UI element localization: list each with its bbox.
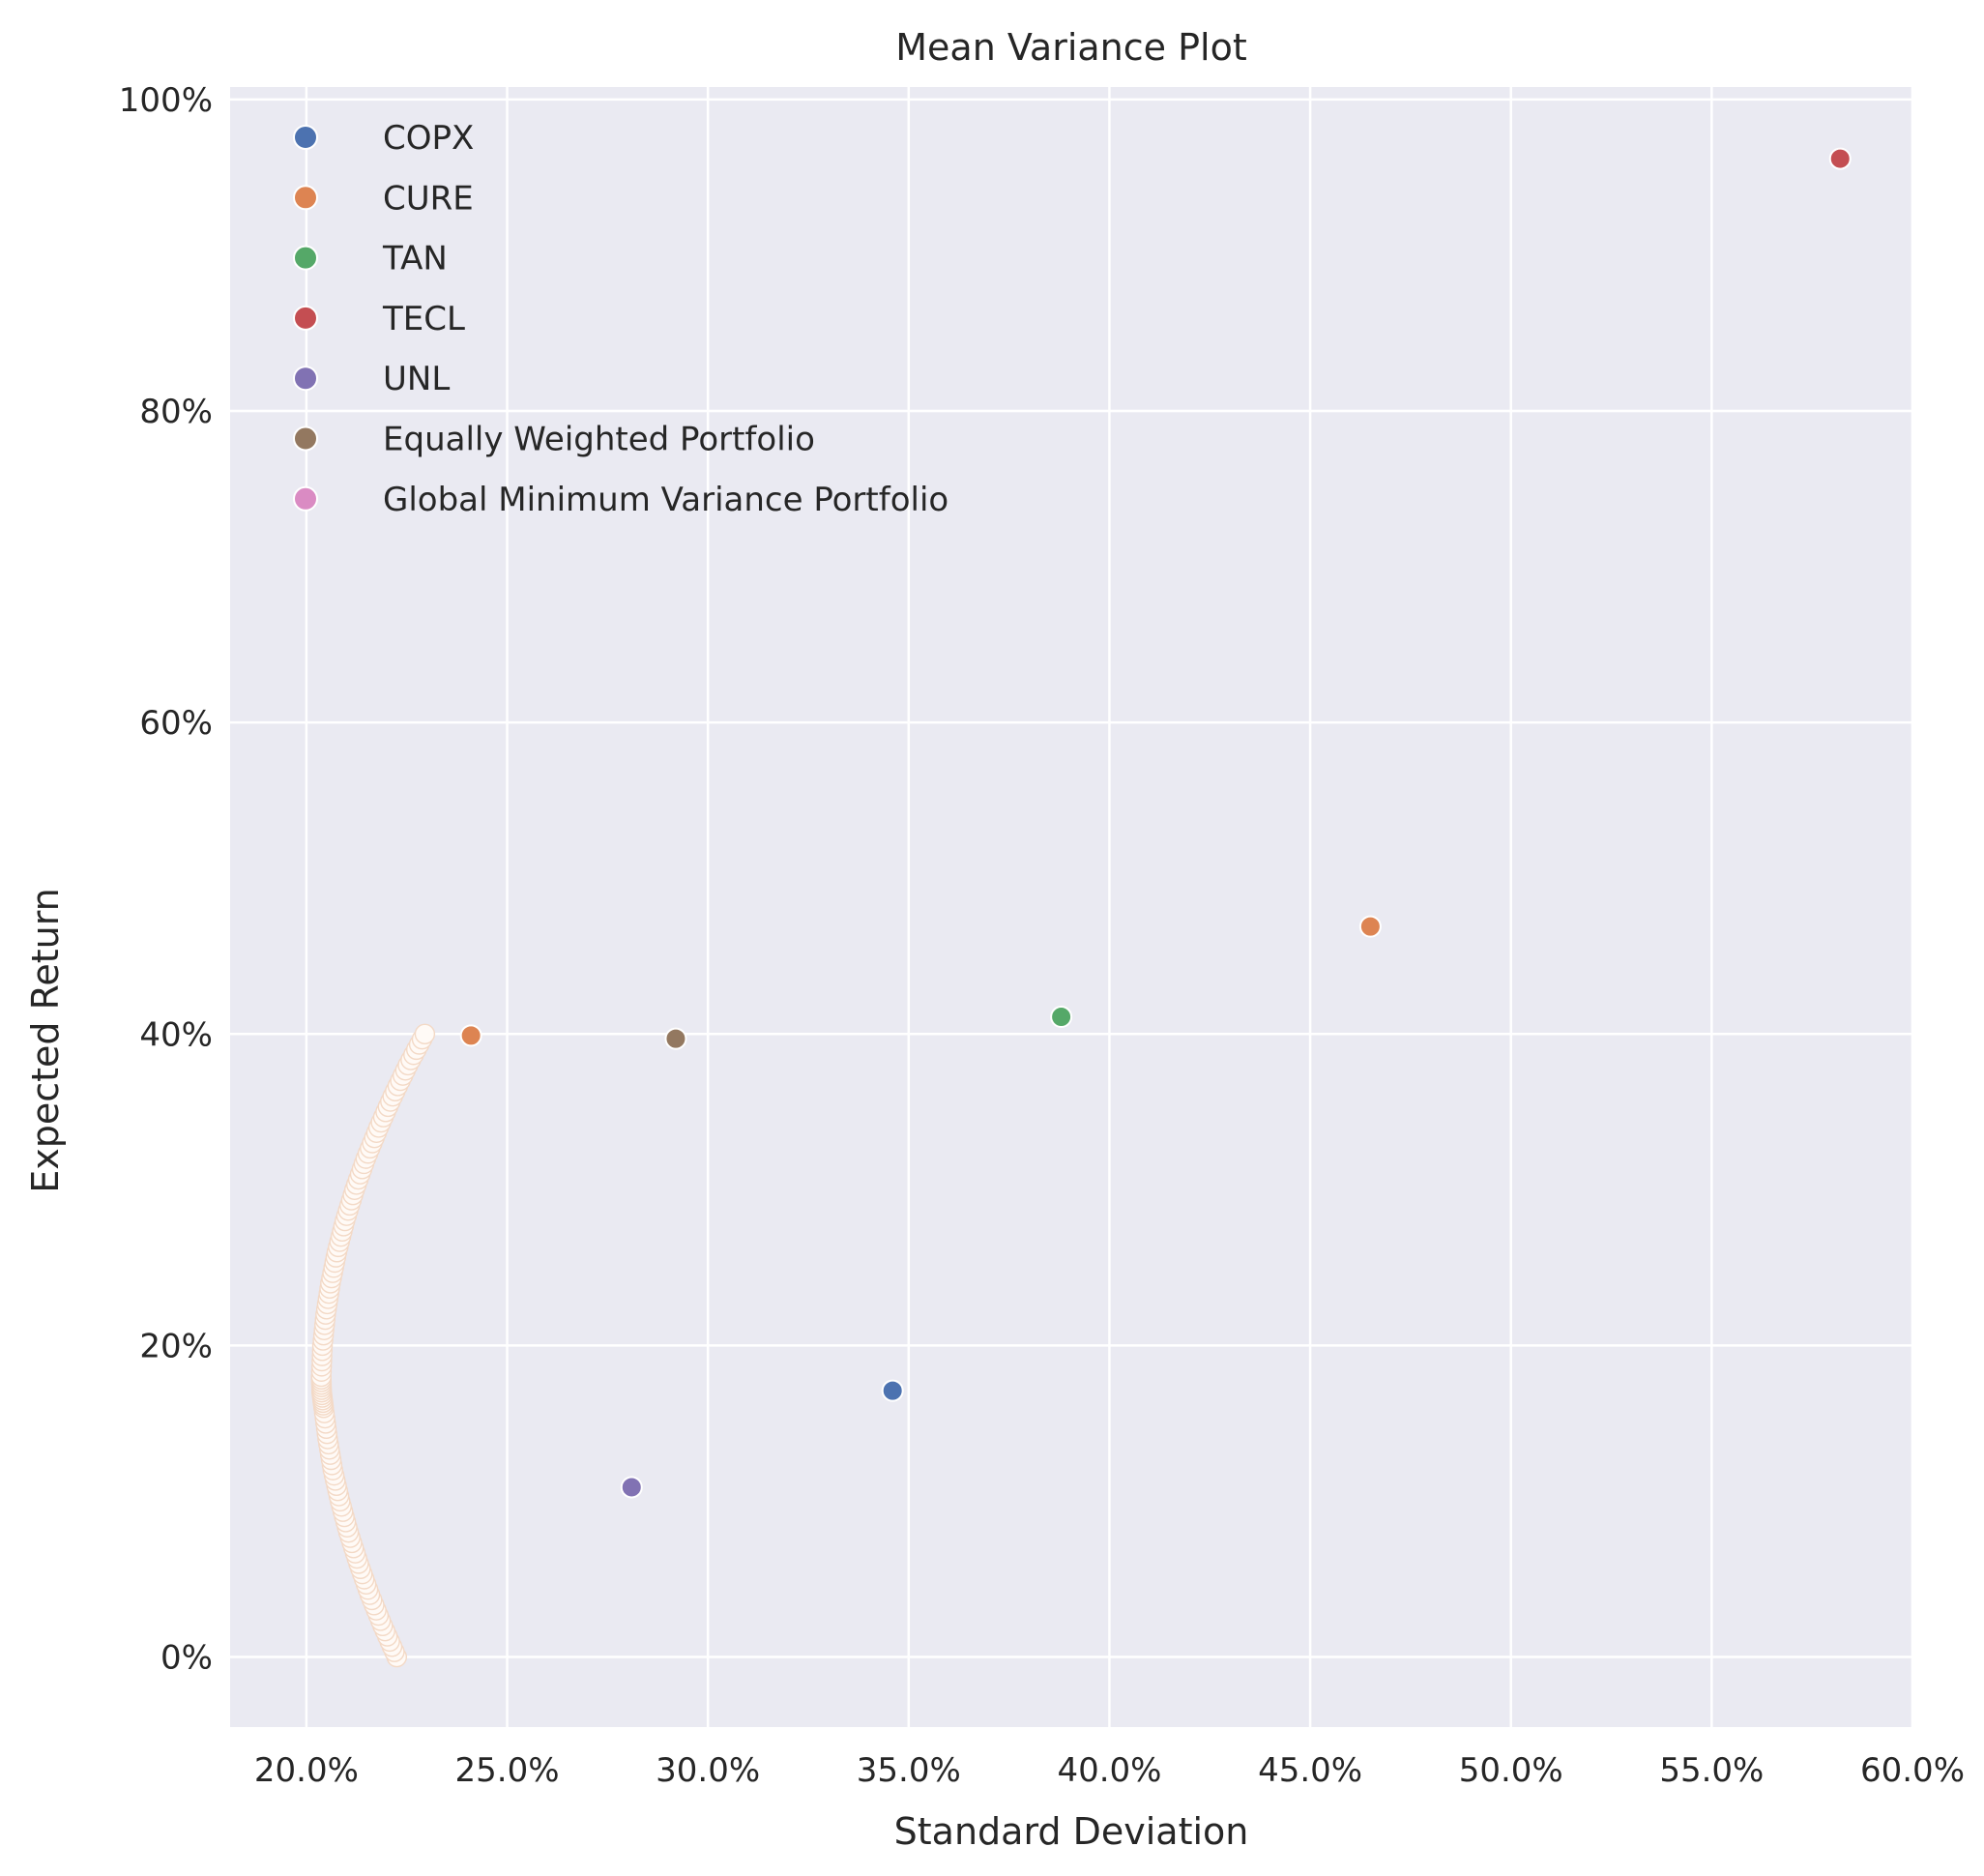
chart-title: Mean Variance Plot (895, 26, 1246, 69)
x-tick-label: 60.0% (1860, 1751, 1965, 1790)
x-tick-label: 50.0% (1459, 1751, 1563, 1790)
legend-label: CURE (383, 179, 474, 218)
frontier-point (414, 1023, 436, 1044)
efficient-frontier (310, 1023, 436, 1668)
y-tick-label: 100% (119, 81, 213, 120)
data-point (620, 1476, 643, 1499)
data-points (459, 147, 1852, 1499)
y-tick-label: 0% (160, 1639, 213, 1678)
x-tick-label: 25.0% (455, 1751, 560, 1790)
legend-marker (293, 366, 318, 392)
y-tick-label: 80% (139, 393, 213, 431)
x-tick-label: 45.0% (1258, 1751, 1362, 1790)
legend-label: Global Minimum Variance Portfolio (383, 481, 948, 519)
legend-label: UNL (383, 360, 450, 398)
x-tick-label: 55.0% (1659, 1751, 1764, 1790)
legend-marker (293, 305, 318, 331)
legend-marker (293, 245, 318, 271)
data-point (459, 1024, 482, 1047)
x-tick-label: 20.0% (254, 1751, 359, 1790)
x-tick-label: 40.0% (1057, 1751, 1161, 1790)
data-point (664, 1027, 687, 1050)
legend-marker (293, 485, 318, 512)
legend-marker (293, 425, 318, 452)
legend-label: COPX (383, 119, 474, 158)
y-axis-ticks: 0% 20% 40% 60% 80% 100% (119, 81, 213, 1678)
x-axis-ticks: 20.0% 25.0% 30.0% 35.0% 40.0% 45.0% 50.0% 55.0%… (254, 1751, 1965, 1790)
x-tick-label: 35.0% (857, 1751, 961, 1790)
legend-label: Equally Weighted Portfolio (383, 421, 815, 459)
y-axis-title: Expected Return (24, 888, 67, 1192)
x-tick-label: 30.0% (656, 1751, 760, 1790)
legend-marker (293, 125, 318, 150)
plot-background (230, 87, 1912, 1727)
y-tick-label: 60% (139, 704, 213, 743)
legend-label: TECL (382, 300, 465, 338)
data-point (1358, 915, 1382, 938)
data-point (1050, 1006, 1073, 1029)
legend-marker (293, 185, 318, 211)
data-point (1828, 147, 1852, 170)
y-tick-label: 20% (139, 1327, 213, 1365)
legend-label: TAN (382, 240, 448, 278)
grid-lines (230, 87, 1914, 1727)
x-axis-title: Standard Deviation (894, 1810, 1249, 1853)
legend: COPX CURE TAN TECL UNL Equally Weighted Portf… (293, 119, 948, 519)
data-point (881, 1379, 904, 1402)
y-tick-label: 40% (139, 1015, 213, 1054)
